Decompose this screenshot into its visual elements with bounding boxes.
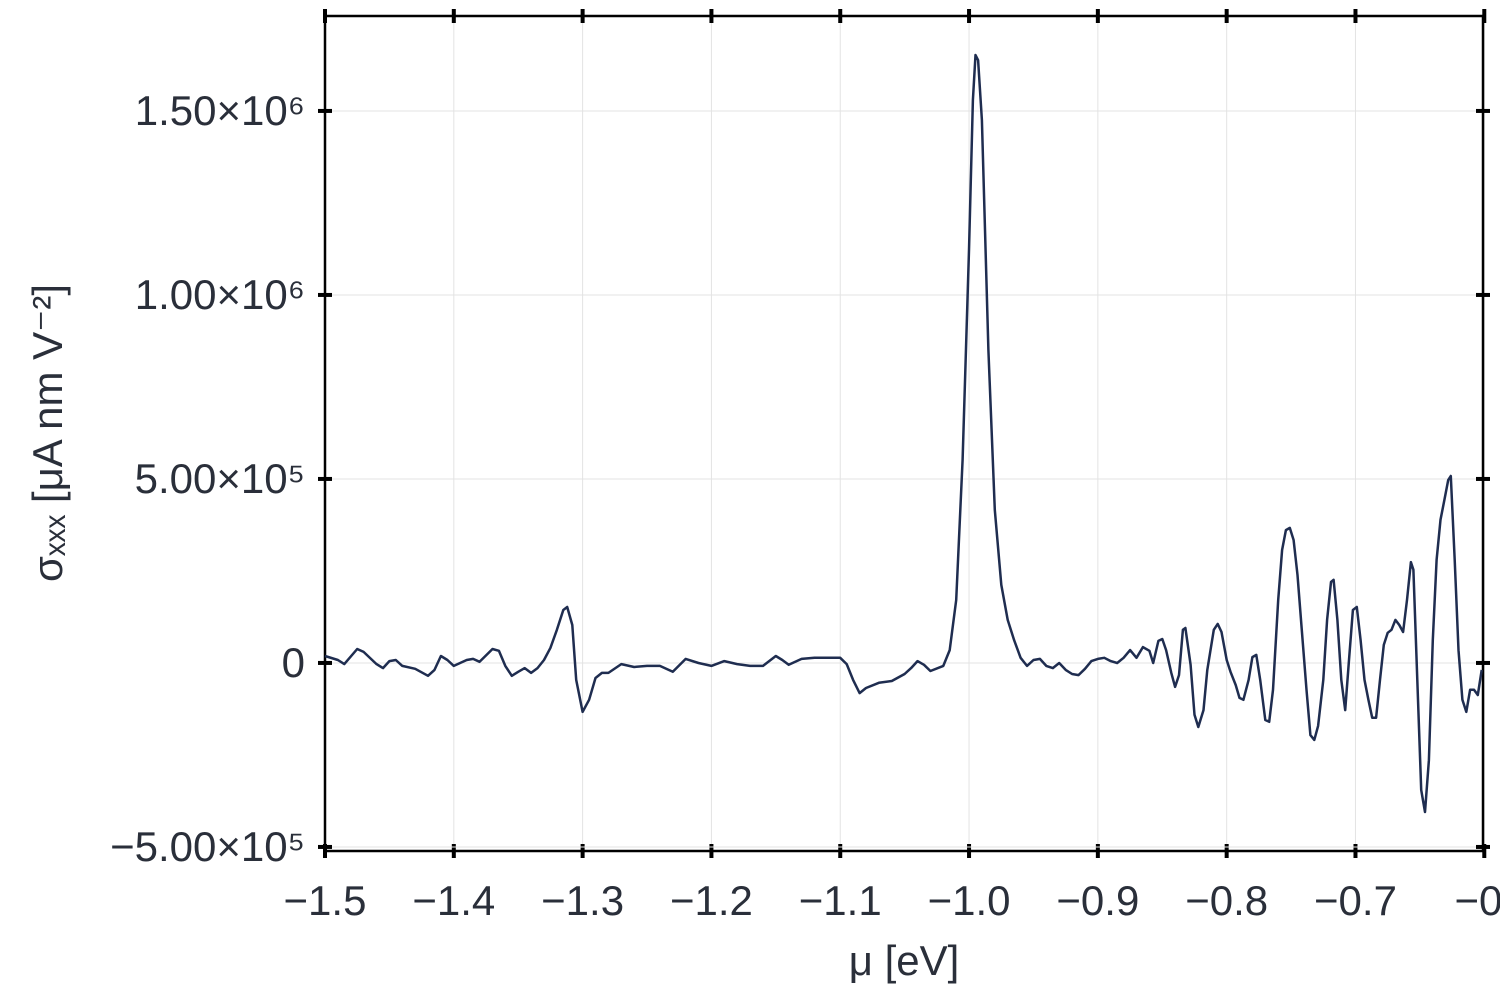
x-tick-label: −1.4 xyxy=(412,877,495,924)
y-tick-label: 1.00×10⁶ xyxy=(135,271,305,318)
x-tick-label: −1.0 xyxy=(928,877,1011,924)
x-tick-label: −1.2 xyxy=(670,877,753,924)
data-line xyxy=(324,53,1483,814)
x-tick-label: −0.8 xyxy=(1185,877,1268,924)
x-axis-label: μ [eV] xyxy=(849,937,960,984)
x-tick-label: −0. xyxy=(1455,877,1500,924)
y-tick-label: 0 xyxy=(282,639,305,686)
plot-frame xyxy=(323,14,1485,853)
y-tick-label: −5.00×10⁵ xyxy=(110,823,305,870)
x-tick-label: −1.3 xyxy=(541,877,624,924)
x-tick-label: −1.1 xyxy=(799,877,882,924)
x-tick-label: −0.7 xyxy=(1314,877,1397,924)
x-tick-label: −0.9 xyxy=(1056,877,1139,924)
y-tick-label: 5.00×10⁵ xyxy=(135,455,305,502)
x-tick-label: −1.5 xyxy=(284,877,367,924)
y-axis-label: σₓₓₓ [μA nm V⁻²] xyxy=(24,284,71,582)
y-tick-label: 1.50×10⁶ xyxy=(135,87,305,134)
